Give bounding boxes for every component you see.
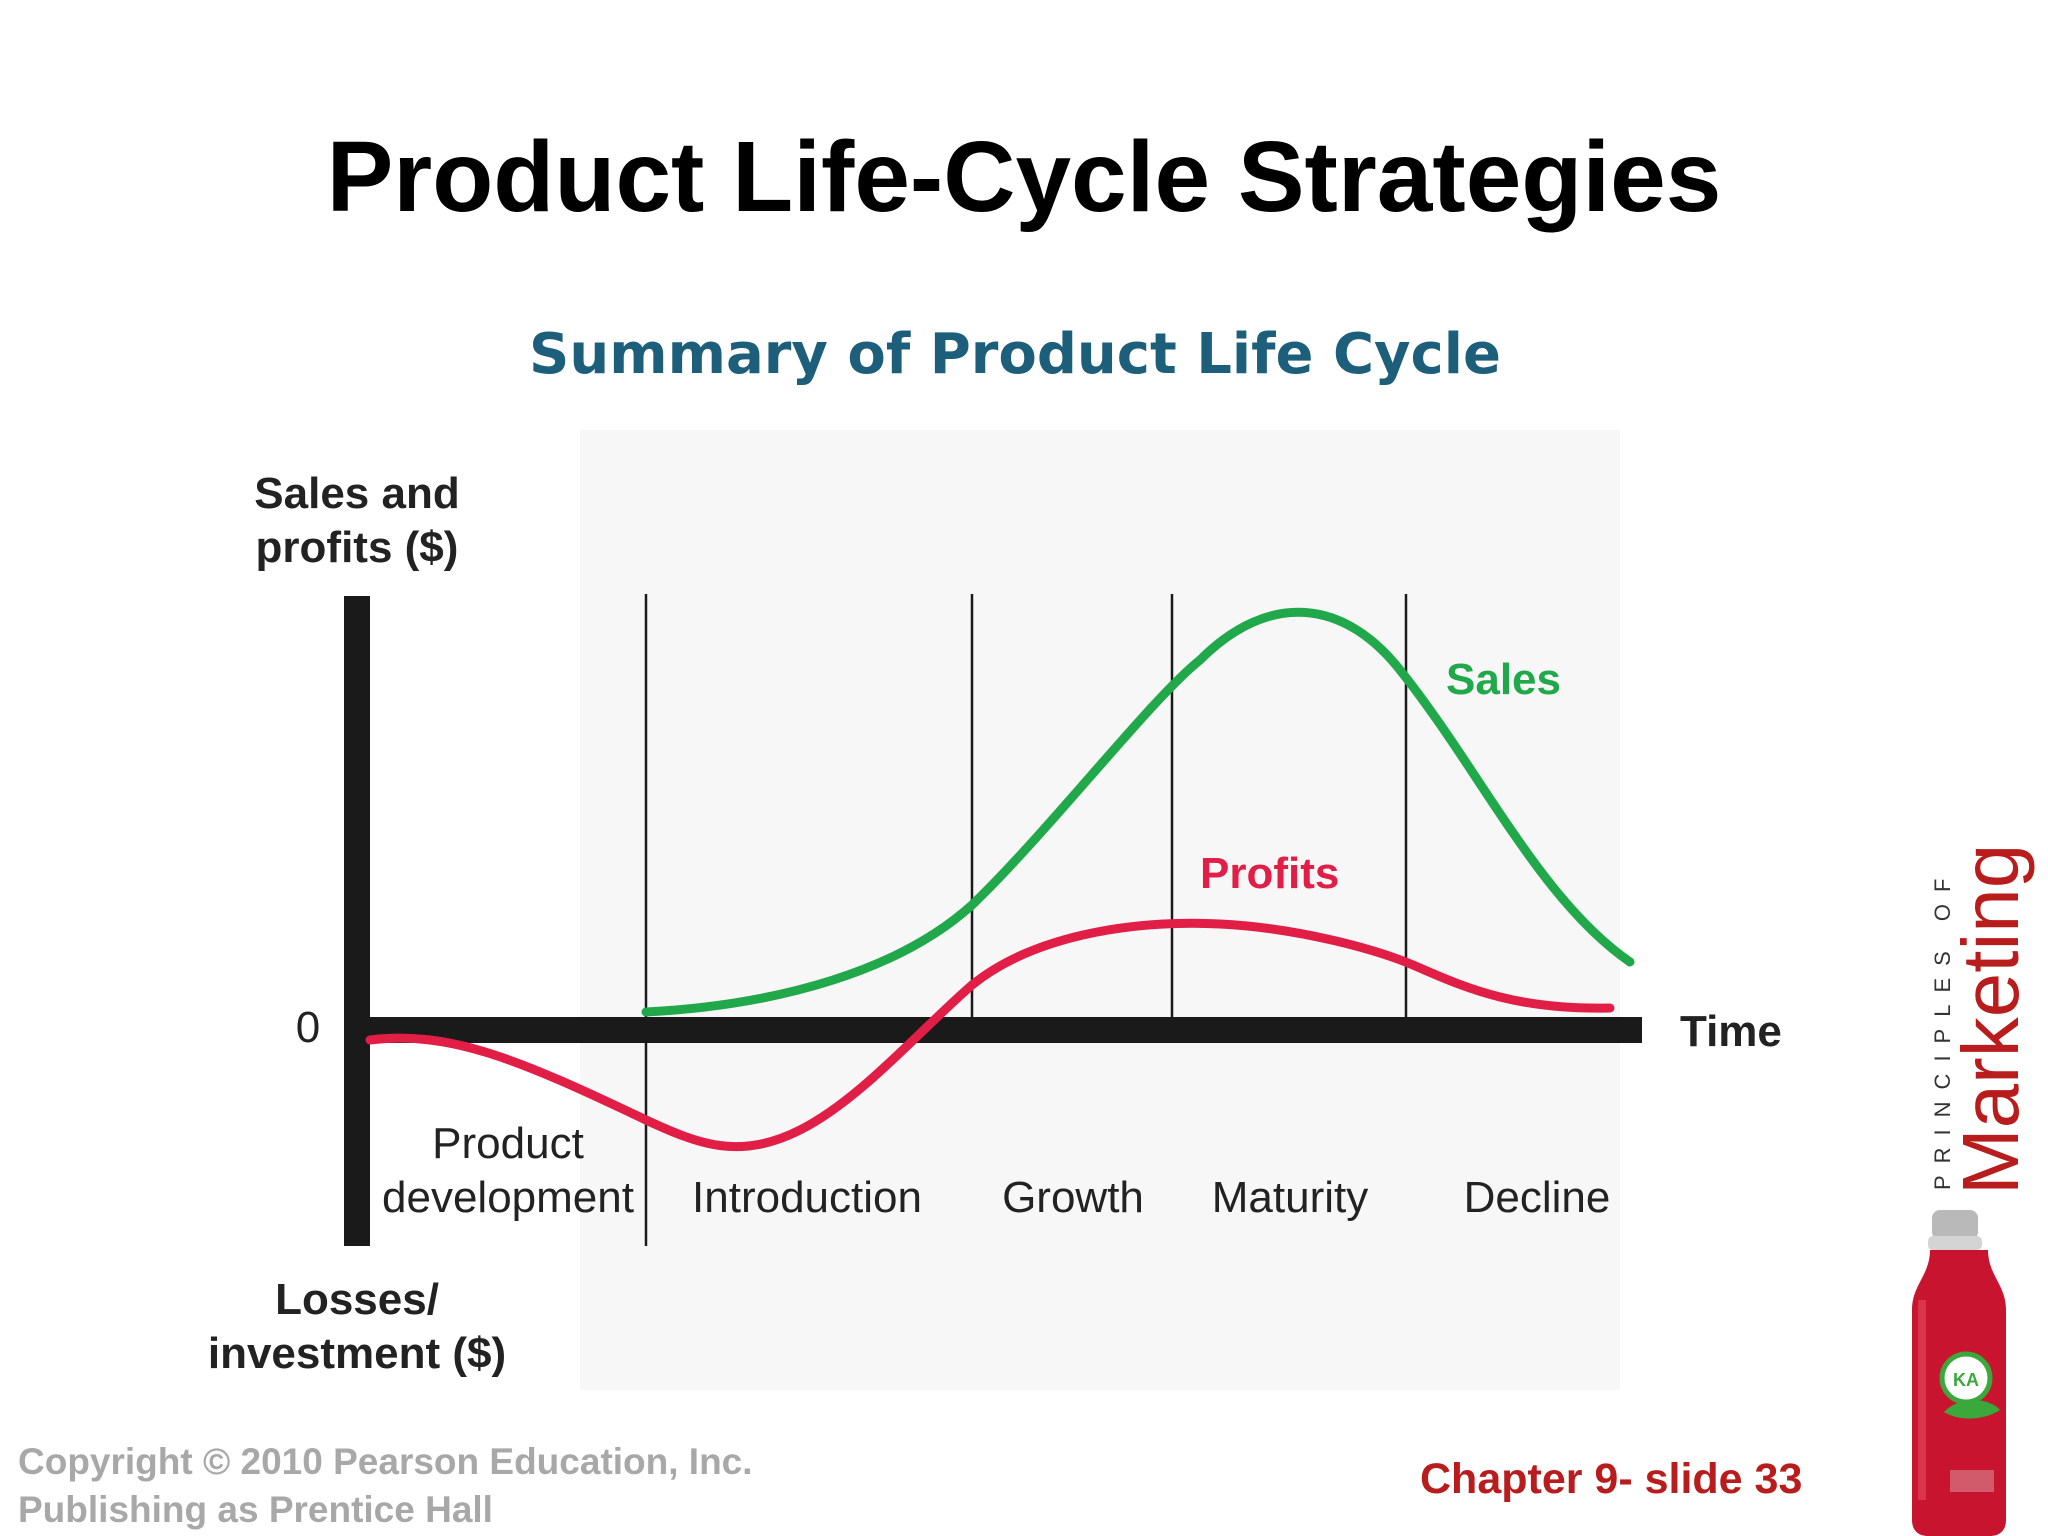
x-axis-label: Time	[1680, 1007, 1782, 1056]
y-axis-bottom-label-line1: Losses/	[275, 1275, 439, 1324]
stage-label-introduction: Introduction	[692, 1173, 922, 1222]
chapter-slide-number: Chapter 9- slide 33	[1420, 1455, 1803, 1503]
copyright-line-2: Publishing as Prentice Hall	[18, 1489, 493, 1530]
y-axis-top-label-line1: Sales and	[254, 469, 459, 518]
copyright-footer: Copyright © 2010 Pearson Education, Inc.…	[18, 1438, 753, 1534]
x-axis	[344, 1017, 1642, 1043]
stage-label-decline: Decline	[1464, 1173, 1611, 1222]
copyright-line-1: Copyright © 2010 Pearson Education, Inc.	[18, 1441, 753, 1482]
stage-label-product-development-line1: Product	[432, 1119, 584, 1168]
diagram-title: Summary of Product Life Cycle	[529, 322, 1501, 387]
chart-background	[580, 430, 1620, 1390]
stage-label-growth: Growth	[1002, 1173, 1144, 1222]
slide-title: Product Life-Cycle Strategies	[326, 121, 1722, 233]
brand-series-name: Marketing	[1946, 844, 2035, 1195]
sales-label: Sales	[1446, 655, 1561, 704]
bottle-logo: KA	[1912, 1210, 2006, 1536]
zero-label: 0	[296, 1003, 320, 1052]
brand-series-prefix: PRINCIPLES OF	[1930, 867, 1955, 1190]
y-axis	[344, 596, 370, 1246]
y-axis-top-label-line2: profits ($)	[256, 523, 459, 572]
stage-label-product-development-line2: development	[382, 1173, 634, 1222]
stage-label-maturity: Maturity	[1212, 1173, 1368, 1222]
profits-label: Profits	[1200, 849, 1339, 898]
y-axis-bottom-label-line2: investment ($)	[208, 1329, 506, 1378]
profits-curve	[365, 918, 1615, 1152]
svg-text:KA: KA	[1953, 1370, 1979, 1390]
sales-curve	[641, 607, 1635, 1017]
